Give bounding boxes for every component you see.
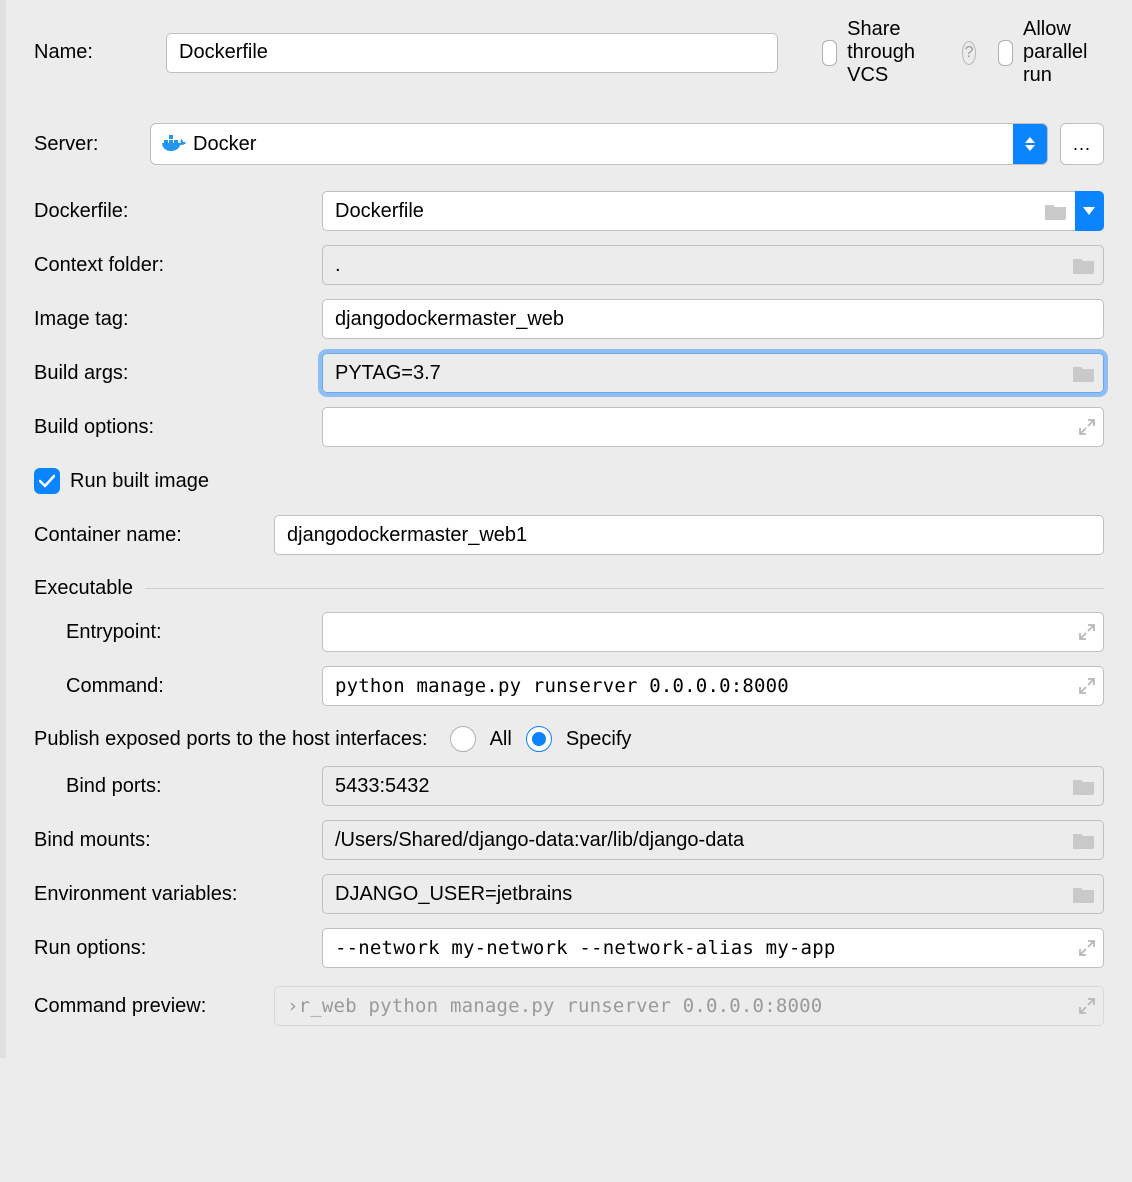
folder-icon[interactable] [1073, 831, 1095, 849]
command-preview-box: ›r_web python manage.py runserver 0.0.0.… [274, 986, 1104, 1026]
build-args-row: Build args: PYTAG=3.7 [34, 353, 1104, 393]
expand-icon[interactable] [1079, 624, 1095, 640]
chevron-down-icon [1083, 207, 1095, 215]
run-built-image-checkbox[interactable] [34, 468, 60, 494]
context-row: Context folder: . [34, 245, 1104, 285]
command-input[interactable]: python manage.py runserver 0.0.0.0:8000 [322, 666, 1104, 706]
ports-option-specify: Specify [566, 728, 632, 751]
stepper-icon [1013, 124, 1047, 164]
env-input[interactable]: DJANGO_USER=jetbrains [322, 874, 1104, 914]
context-label: Context folder: [34, 254, 322, 277]
build-options-label: Build options: [34, 416, 322, 439]
container-name-row: Container name: [34, 515, 1104, 555]
expand-icon[interactable] [1079, 940, 1095, 956]
expand-icon[interactable] [1079, 998, 1095, 1014]
image-tag-row: Image tag: [34, 299, 1104, 339]
top-row: Name: Share through VCS ? Allow parallel… [34, 18, 1104, 87]
entrypoint-label: Entrypoint: [34, 621, 322, 644]
help-icon[interactable]: ? [962, 41, 976, 65]
bind-mounts-label: Bind mounts: [34, 829, 322, 852]
allow-parallel-checkbox-wrap[interactable]: Allow parallel run [998, 18, 1104, 87]
server-row: Server: Docker ... [34, 123, 1104, 165]
command-label: Command: [34, 675, 322, 698]
bind-ports-input[interactable]: 5433:5432 [322, 766, 1104, 806]
ports-radio-specify[interactable] [526, 726, 552, 752]
build-args-label: Build args: [34, 362, 322, 385]
server-select[interactable]: Docker [150, 123, 1048, 165]
dockerfile-input[interactable]: Dockerfile [322, 191, 1075, 231]
share-vcs-checkbox-wrap[interactable]: Share through VCS [822, 18, 940, 87]
image-tag-input[interactable] [322, 299, 1104, 339]
server-more-button[interactable]: ... [1060, 123, 1104, 165]
folder-icon[interactable] [1073, 256, 1095, 274]
build-options-row: Build options: [34, 407, 1104, 447]
ports-radio-all[interactable] [450, 726, 476, 752]
dockerfile-field: Dockerfile [322, 191, 1104, 231]
entrypoint-row: Entrypoint: [34, 612, 1104, 652]
command-preview-label: Command preview: [34, 995, 274, 1018]
image-tag-label: Image tag: [34, 308, 322, 331]
docker-icon [161, 134, 187, 154]
allow-parallel-label: Allow parallel run [1023, 18, 1104, 87]
env-label: Environment variables: [34, 883, 322, 906]
expand-icon[interactable] [1079, 419, 1095, 435]
bind-mounts-row: Bind mounts: /Users/Shared/django-data:v… [34, 820, 1104, 860]
bind-mounts-input[interactable]: /Users/Shared/django-data:var/lib/django… [322, 820, 1104, 860]
run-config-panel: Name: Share through VCS ? Allow parallel… [0, 0, 1132, 1058]
ports-option-all: All [490, 728, 512, 751]
dockerfile-label: Dockerfile: [34, 200, 322, 223]
bind-ports-row: Bind ports: 5433:5432 [34, 766, 1104, 806]
allow-parallel-checkbox[interactable] [998, 40, 1013, 66]
run-built-image-checkbox-wrap[interactable]: Run built image [34, 468, 209, 494]
folder-icon[interactable] [1045, 202, 1067, 220]
name-input[interactable] [166, 33, 778, 73]
env-row: Environment variables: DJANGO_USER=jetbr… [34, 874, 1104, 914]
dockerfile-row: Dockerfile: Dockerfile [34, 191, 1104, 231]
folder-icon[interactable] [1073, 364, 1095, 382]
container-name-label: Container name: [34, 524, 274, 547]
folder-icon[interactable] [1073, 777, 1095, 795]
dockerfile-dropdown-button[interactable] [1075, 191, 1104, 231]
name-label: Name: [34, 41, 144, 64]
publish-ports-label: Publish exposed ports to the host interf… [34, 728, 428, 751]
executable-title: Executable [34, 577, 133, 600]
build-options-input[interactable] [322, 407, 1104, 447]
command-row: Command: python manage.py runserver 0.0.… [34, 666, 1104, 706]
bind-ports-label: Bind ports: [34, 775, 322, 798]
share-vcs-label: Share through VCS [847, 18, 940, 87]
container-name-input[interactable] [274, 515, 1104, 555]
divider [145, 588, 1104, 589]
run-options-row: Run options: --network my-network --netw… [34, 928, 1104, 968]
run-options-input[interactable]: --network my-network --network-alias my-… [322, 928, 1104, 968]
build-args-input[interactable]: PYTAG=3.7 [322, 353, 1104, 393]
folder-icon[interactable] [1073, 885, 1095, 903]
executable-section-header: Executable [34, 577, 1104, 600]
share-vcs-checkbox[interactable] [822, 40, 837, 66]
server-label: Server: [34, 133, 138, 156]
check-icon [39, 474, 55, 488]
publish-ports-row: Publish exposed ports to the host interf… [34, 726, 1104, 752]
run-built-image-label: Run built image [70, 470, 209, 493]
context-input[interactable]: . [322, 245, 1104, 285]
command-preview-row: Command preview: ›r_web python manage.py… [34, 986, 1104, 1026]
entrypoint-input[interactable] [322, 612, 1104, 652]
server-value: Docker [193, 133, 256, 156]
run-options-label: Run options: [34, 937, 322, 960]
run-built-image-row: Run built image [34, 461, 1104, 501]
expand-icon[interactable] [1079, 678, 1095, 694]
